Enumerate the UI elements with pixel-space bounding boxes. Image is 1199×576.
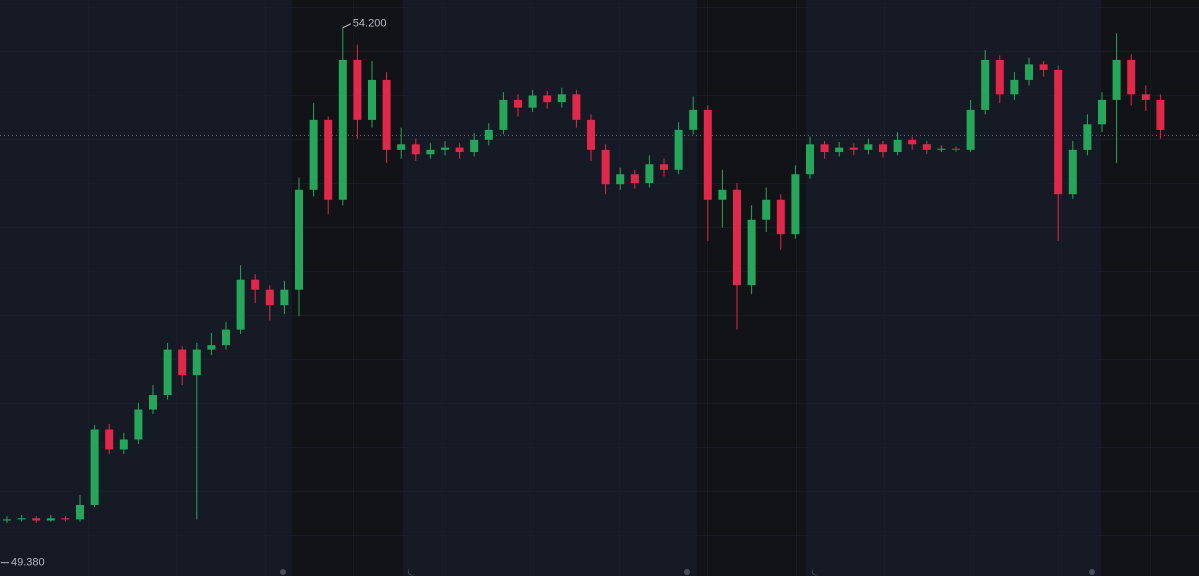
candle-body bbox=[484, 129, 493, 140]
candle-body bbox=[791, 174, 800, 235]
candle-body bbox=[879, 144, 887, 153]
candle-body bbox=[645, 164, 654, 184]
candle-body bbox=[966, 109, 975, 150]
candle-body bbox=[543, 95, 552, 103]
candle-body bbox=[105, 429, 114, 450]
candle-body bbox=[265, 289, 274, 306]
candle-body bbox=[207, 345, 216, 350]
candle-body bbox=[455, 147, 464, 153]
candle-body bbox=[441, 147, 449, 150]
candle-body bbox=[61, 518, 70, 520]
candle-body bbox=[952, 148, 960, 150]
candle-body bbox=[981, 59, 990, 110]
candle-body bbox=[397, 144, 406, 150]
candle-body bbox=[835, 147, 844, 153]
candle-body bbox=[411, 144, 420, 155]
candle-body bbox=[382, 79, 391, 150]
candle-body bbox=[222, 329, 230, 346]
candle-body bbox=[572, 94, 581, 120]
candle-body bbox=[1039, 64, 1048, 70]
candle-body bbox=[1054, 69, 1063, 195]
candle-body bbox=[718, 189, 727, 200]
candle-body bbox=[368, 79, 376, 120]
candle-body bbox=[587, 119, 595, 150]
candle-body bbox=[1098, 99, 1106, 125]
candle-body bbox=[119, 439, 128, 450]
candle-body bbox=[309, 119, 318, 190]
candle-body bbox=[733, 189, 741, 286]
candle-body bbox=[32, 518, 41, 521]
candle-body bbox=[1127, 59, 1136, 95]
candle-body bbox=[528, 95, 537, 108]
candle-body bbox=[674, 129, 683, 170]
candle-body bbox=[995, 59, 1004, 95]
candle-body bbox=[149, 395, 157, 410]
candle-body bbox=[762, 199, 771, 220]
candle-body bbox=[1112, 59, 1121, 100]
candle-body bbox=[806, 144, 814, 175]
candle-body bbox=[820, 144, 829, 153]
candle-body bbox=[908, 139, 917, 145]
candle-body bbox=[1141, 94, 1150, 100]
candle-body bbox=[689, 109, 698, 130]
annotation-leader bbox=[342, 23, 352, 29]
candle-body bbox=[192, 349, 201, 376]
candle-body bbox=[937, 148, 946, 150]
candle-body bbox=[353, 59, 362, 120]
candle-body bbox=[251, 279, 260, 290]
candle-body bbox=[426, 149, 435, 155]
candle-body bbox=[1156, 99, 1165, 130]
candle-body bbox=[470, 139, 479, 153]
candle-body bbox=[864, 144, 873, 150]
candle-body bbox=[17, 518, 26, 520]
candle-body bbox=[630, 174, 639, 184]
candle-body bbox=[338, 59, 347, 200]
candle-body bbox=[46, 518, 55, 521]
candle-body bbox=[499, 99, 508, 130]
candle-body bbox=[163, 349, 172, 396]
candle-body bbox=[660, 164, 668, 170]
candle-body bbox=[134, 409, 143, 440]
candle-body bbox=[324, 119, 333, 200]
candle-body bbox=[1068, 149, 1077, 195]
candle-body bbox=[747, 219, 756, 286]
candle-body bbox=[776, 199, 785, 235]
candle-body bbox=[616, 174, 625, 185]
candle-body bbox=[295, 189, 303, 290]
candle-body bbox=[90, 429, 99, 505]
candle-body bbox=[601, 149, 610, 185]
candle-body bbox=[703, 109, 712, 200]
session-icons bbox=[280, 568, 1095, 576]
candle-body bbox=[1010, 79, 1019, 95]
annotation-label: 49.380 bbox=[11, 557, 45, 569]
candle-body bbox=[514, 99, 522, 108]
candle-body bbox=[178, 349, 187, 376]
candle-body bbox=[1025, 64, 1033, 80]
candle-body bbox=[280, 289, 289, 306]
candle-body bbox=[922, 144, 931, 150]
candle-body bbox=[1083, 124, 1092, 150]
candle-body bbox=[557, 94, 566, 103]
annotation-label: 54.200 bbox=[353, 18, 387, 30]
candle-body bbox=[76, 504, 84, 520]
candle-body bbox=[236, 279, 245, 330]
candle-body bbox=[849, 147, 858, 150]
candle-body bbox=[3, 519, 11, 521]
candle-body bbox=[893, 139, 902, 153]
